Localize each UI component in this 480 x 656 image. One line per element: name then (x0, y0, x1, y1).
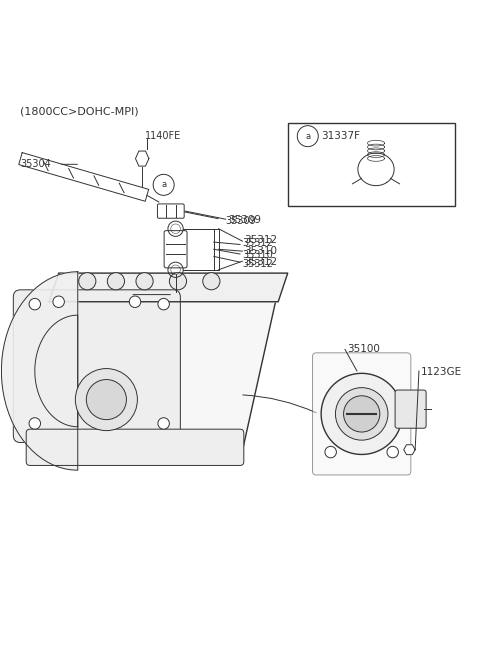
Text: 1140FE: 1140FE (144, 131, 181, 141)
Circle shape (158, 418, 169, 429)
Polygon shape (135, 151, 149, 166)
Polygon shape (30, 290, 278, 462)
Text: 35309: 35309 (228, 215, 261, 225)
Polygon shape (19, 153, 149, 201)
Text: 35310: 35310 (244, 246, 277, 256)
FancyBboxPatch shape (288, 123, 455, 206)
Text: 31337F: 31337F (321, 131, 360, 141)
Text: 35309: 35309 (226, 216, 256, 226)
Circle shape (53, 296, 64, 308)
Circle shape (129, 296, 141, 308)
Circle shape (29, 418, 40, 429)
FancyBboxPatch shape (26, 429, 244, 466)
Text: 1123GE: 1123GE (420, 367, 461, 377)
Text: 35304: 35304 (21, 159, 51, 169)
Circle shape (79, 273, 96, 290)
FancyBboxPatch shape (164, 231, 187, 268)
Circle shape (344, 396, 380, 432)
Text: 35312: 35312 (242, 238, 273, 248)
Text: a: a (161, 180, 166, 190)
Polygon shape (1, 272, 78, 470)
Circle shape (325, 446, 336, 458)
Text: 35312: 35312 (244, 236, 277, 245)
Text: a: a (305, 132, 311, 140)
Text: 35312: 35312 (244, 257, 277, 267)
Text: 35310: 35310 (242, 251, 273, 260)
Text: (1800CC>DOHC-MPI): (1800CC>DOHC-MPI) (21, 106, 139, 116)
FancyBboxPatch shape (395, 390, 426, 428)
FancyBboxPatch shape (312, 353, 411, 475)
Circle shape (336, 388, 388, 440)
Circle shape (203, 273, 220, 290)
Circle shape (158, 298, 169, 310)
Circle shape (29, 298, 40, 310)
Circle shape (86, 380, 126, 420)
Polygon shape (49, 273, 288, 302)
Circle shape (136, 273, 153, 290)
Text: 35312: 35312 (242, 259, 273, 269)
Circle shape (169, 273, 187, 290)
Circle shape (321, 373, 402, 455)
FancyBboxPatch shape (13, 290, 180, 443)
Text: 35100: 35100 (348, 344, 380, 354)
Circle shape (108, 273, 124, 290)
Polygon shape (404, 445, 415, 455)
FancyBboxPatch shape (157, 204, 184, 218)
Circle shape (387, 446, 398, 458)
Circle shape (75, 369, 137, 430)
